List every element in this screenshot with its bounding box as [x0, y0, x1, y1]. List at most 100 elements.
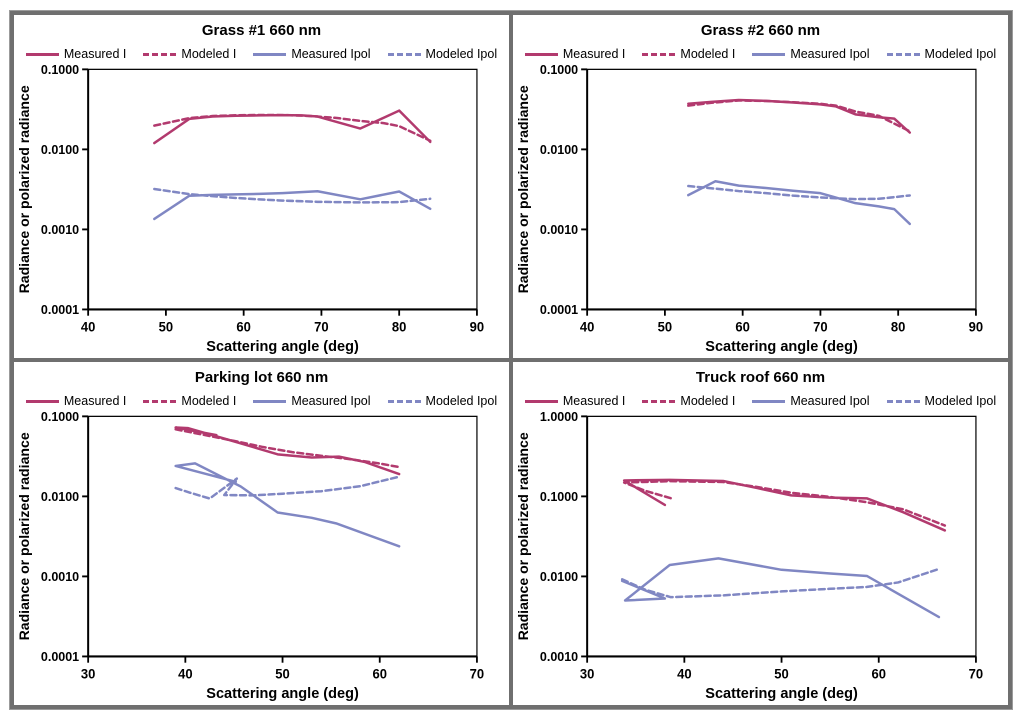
legend-label: Measured I [63, 394, 127, 408]
chart-title: Grass #2 660 nm [700, 22, 821, 39]
chart-legend: Measured I Modeled I Measured Ipol Modeled … [14, 48, 509, 61]
legend-label: Modeled I [680, 394, 736, 408]
solid-line-swatch-icon [524, 52, 558, 56]
legend-item: Modeled I [143, 48, 236, 61]
y-tick-label: 0.0100 [41, 141, 79, 156]
solid-line-swatch-icon [752, 52, 786, 56]
legend-item: Modeled Ipol [387, 395, 497, 408]
series-line-modeled-i [687, 98, 912, 133]
legend-item: Modeled I [642, 395, 735, 408]
y-tick-label: 0.1000 [540, 61, 578, 76]
legend-label: Measured I [63, 47, 127, 61]
x-axis-title: Scattering angle (deg) [705, 338, 858, 354]
legend-label: Measured Ipol [790, 47, 870, 61]
chart-legend: Measured I Modeled I Measured Ipol Modeled … [513, 48, 1008, 61]
chart-panel-parking-lot: Parking lot 660 nm Measured I Modeled I Me… [14, 362, 509, 705]
legend-label: Modeled Ipol [924, 394, 997, 408]
chart-title: Grass #1 660 nm [201, 22, 322, 39]
x-axis-title: Scattering angle (deg) [206, 685, 359, 701]
legend-item: Modeled I [642, 48, 735, 61]
x-tick-label: 90 [470, 319, 484, 334]
x-tick-label: 50 [275, 666, 289, 681]
y-tick-label: 0.0100 [41, 488, 79, 503]
y-tick-label: 1.0000 [540, 408, 578, 423]
legend-item: Measured Ipol [253, 47, 371, 61]
plot-frame [586, 415, 977, 657]
x-tick-label: 60 [735, 319, 749, 334]
x-tick-label: 70 [813, 319, 827, 334]
x-tick-label: 40 [81, 319, 95, 334]
solid-line-swatch-icon [25, 399, 59, 403]
legend-label: Measured Ipol [291, 47, 371, 61]
chart-panel-grass-1: Grass #1 660 nm Measured I Modeled I Measu… [14, 15, 509, 358]
legend-item: Measured Ipol [752, 394, 870, 408]
series-line-modeled-ipol [687, 184, 912, 200]
series-line-measured-ipol [687, 179, 912, 225]
dashed-line-swatch-icon [143, 52, 177, 56]
chart-legend: Measured I Modeled I Measured Ipol Modeled … [513, 395, 1008, 408]
x-tick-label: 40 [677, 666, 691, 681]
series-line-modeled-i [622, 479, 947, 527]
y-axis-title: Radiance or polarized radiance [515, 85, 531, 293]
x-tick-label: 30 [580, 666, 594, 681]
y-tick-label: 0.1000 [41, 61, 79, 76]
dashed-line-swatch-icon [387, 399, 421, 403]
chart-panel-grass-2: Grass #2 660 nm Measured I Modeled I Measu… [513, 15, 1008, 358]
y-tick-label: 0.0001 [540, 301, 578, 316]
x-tick-label: 60 [372, 666, 386, 681]
x-tick-label: 80 [891, 319, 905, 334]
x-tick-label: 50 [159, 319, 173, 334]
x-axis-title: Scattering angle (deg) [206, 338, 359, 354]
dashed-line-swatch-icon [642, 399, 676, 403]
legend-label: Modeled I [181, 47, 237, 61]
x-tick-label: 70 [470, 666, 484, 681]
y-tick-label: 0.0010 [540, 221, 578, 236]
legend-item: Measured I [25, 47, 127, 61]
y-tick-label: 0.0010 [540, 648, 578, 663]
plot-frame [87, 68, 478, 310]
series-line-measured-ipol [620, 556, 941, 618]
x-tick-label: 40 [580, 319, 594, 334]
y-tick-label: 0.0010 [41, 568, 79, 583]
solid-line-swatch-icon [253, 399, 287, 403]
chart-title: Parking lot 660 nm [194, 369, 329, 386]
legend-item: Modeled Ipol [886, 394, 997, 408]
series-line-modeled-i [174, 427, 401, 468]
legend-label: Measured Ipol [790, 394, 870, 408]
dashed-line-swatch-icon [642, 52, 676, 56]
dashed-line-swatch-icon [886, 52, 920, 56]
legend-label: Measured I [562, 47, 626, 61]
plot-frame [87, 415, 478, 657]
y-tick-label: 0.1000 [540, 488, 578, 503]
x-tick-label: 50 [774, 666, 788, 681]
x-tick-label: 70 [969, 666, 983, 681]
legend-item: Measured Ipol [752, 47, 870, 61]
y-axis-title: Radiance or polarized radiance [16, 432, 32, 640]
solid-line-swatch-icon [253, 52, 287, 56]
series-line-modeled-ipol [153, 187, 432, 204]
y-axis-title: Radiance or polarized radiance [515, 432, 531, 640]
y-tick-label: 0.0001 [41, 648, 79, 663]
solid-line-swatch-icon [752, 399, 786, 403]
y-tick-label: 0.0100 [540, 568, 578, 583]
figure-grid: Grass #1 660 nm Measured I Modeled I Measu… [9, 10, 1013, 710]
legend-label: Modeled I [181, 394, 237, 408]
legend-item: Modeled Ipol [387, 48, 497, 61]
legend-label: Modeled I [680, 47, 736, 61]
x-tick-label: 50 [658, 319, 672, 334]
series-line-modeled-i [153, 113, 432, 142]
x-tick-label: 60 [871, 666, 885, 681]
x-tick-label: 80 [392, 319, 406, 334]
x-tick-label: 40 [178, 666, 192, 681]
series-line-measured-i [622, 478, 947, 532]
x-tick-label: 90 [969, 319, 983, 334]
chart-legend: Measured I Modeled I Measured Ipol Modeled … [14, 395, 509, 408]
series-line-modeled-ipol [620, 567, 941, 598]
legend-item: Measured I [25, 394, 127, 408]
dashed-line-swatch-icon [387, 52, 421, 56]
legend-label: Measured Ipol [291, 394, 371, 408]
